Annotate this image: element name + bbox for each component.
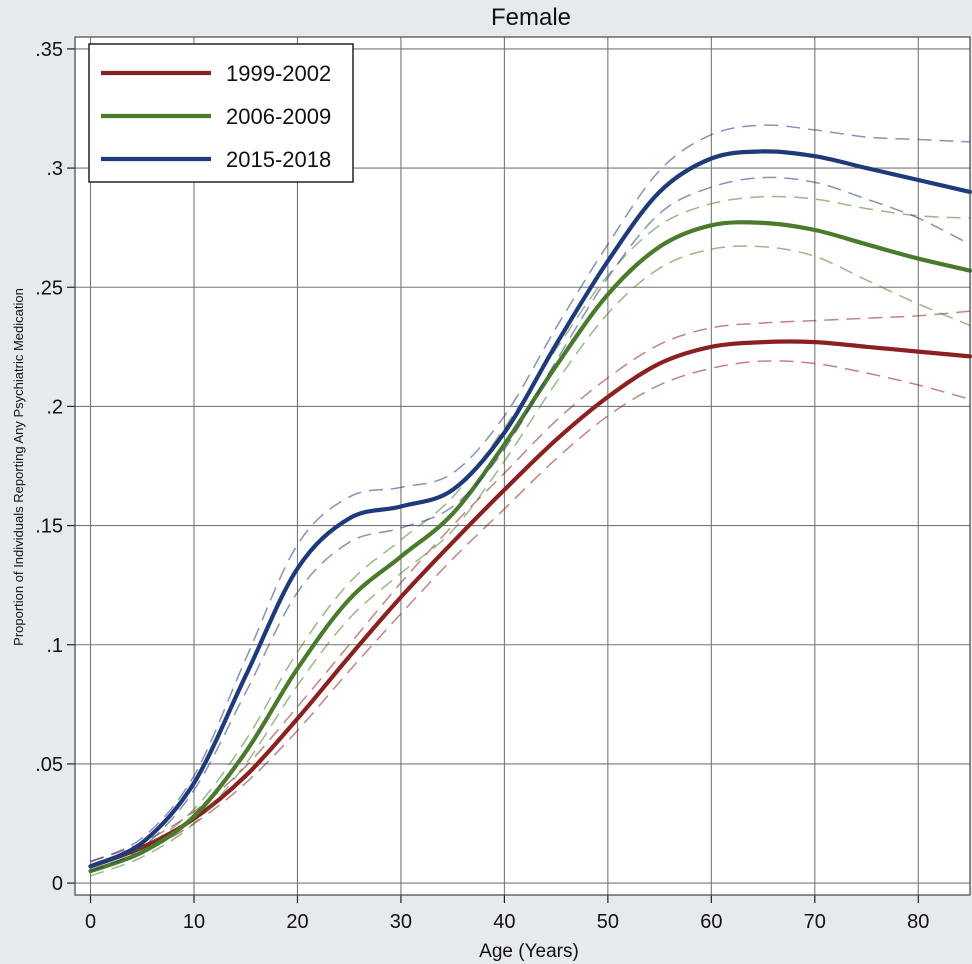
ci-lower-line <box>90 176 971 872</box>
ci-upper-line <box>90 195 971 868</box>
x-tick-label: 60 <box>700 911 722 933</box>
x-tick-label: 20 <box>286 911 308 933</box>
y-axis-label: Proportion of Individuals Reporting Any … <box>11 288 26 646</box>
x-axis-label: Age (Years) <box>479 941 579 962</box>
y-tick-label: .35 <box>35 39 63 61</box>
y-tick-label: .25 <box>35 277 63 299</box>
x-axis: 0 10 20 30 40 50 60 70 80 <box>85 895 929 933</box>
series-line <box>88 220 972 874</box>
x-tick-label: 80 <box>907 911 929 933</box>
y-tick-label: .15 <box>35 516 63 538</box>
chart-title: Female <box>491 4 571 31</box>
series-layer <box>88 124 972 877</box>
y-tick-label: .2 <box>46 396 63 418</box>
series-2006-2009 <box>88 195 972 877</box>
series-line <box>88 339 972 869</box>
x-tick-label: 70 <box>804 911 826 933</box>
y-axis: 0 .05 .1 .15 .2 .25 .3 .35 <box>35 39 75 895</box>
grid <box>75 37 970 895</box>
y-tick-label: .05 <box>35 754 63 776</box>
ci-upper-line <box>90 124 971 863</box>
x-tick-label: 30 <box>390 911 412 933</box>
x-tick-label: 40 <box>493 911 515 933</box>
legend-label: 1999-2002 <box>226 61 331 86</box>
ci-lower-line <box>90 360 971 872</box>
plot-frame <box>74 36 971 896</box>
y-tick-label: .1 <box>46 635 63 657</box>
x-tick-label: 10 <box>183 911 205 933</box>
y-tick-label: .3 <box>46 158 63 180</box>
series-2015-2018 <box>88 124 972 872</box>
legend-label: 2015-2018 <box>226 147 331 172</box>
series-line <box>88 149 972 869</box>
legend-label: 2006-2009 <box>226 104 331 129</box>
x-tick-label: 50 <box>597 911 619 933</box>
ci-upper-line <box>90 310 971 863</box>
x-tick-label: 0 <box>85 911 96 933</box>
series-1999-2002 <box>88 310 972 872</box>
y-tick-label: 0 <box>52 873 63 895</box>
legend: 1999-2002 2006-2009 2015-2018 <box>88 43 354 183</box>
